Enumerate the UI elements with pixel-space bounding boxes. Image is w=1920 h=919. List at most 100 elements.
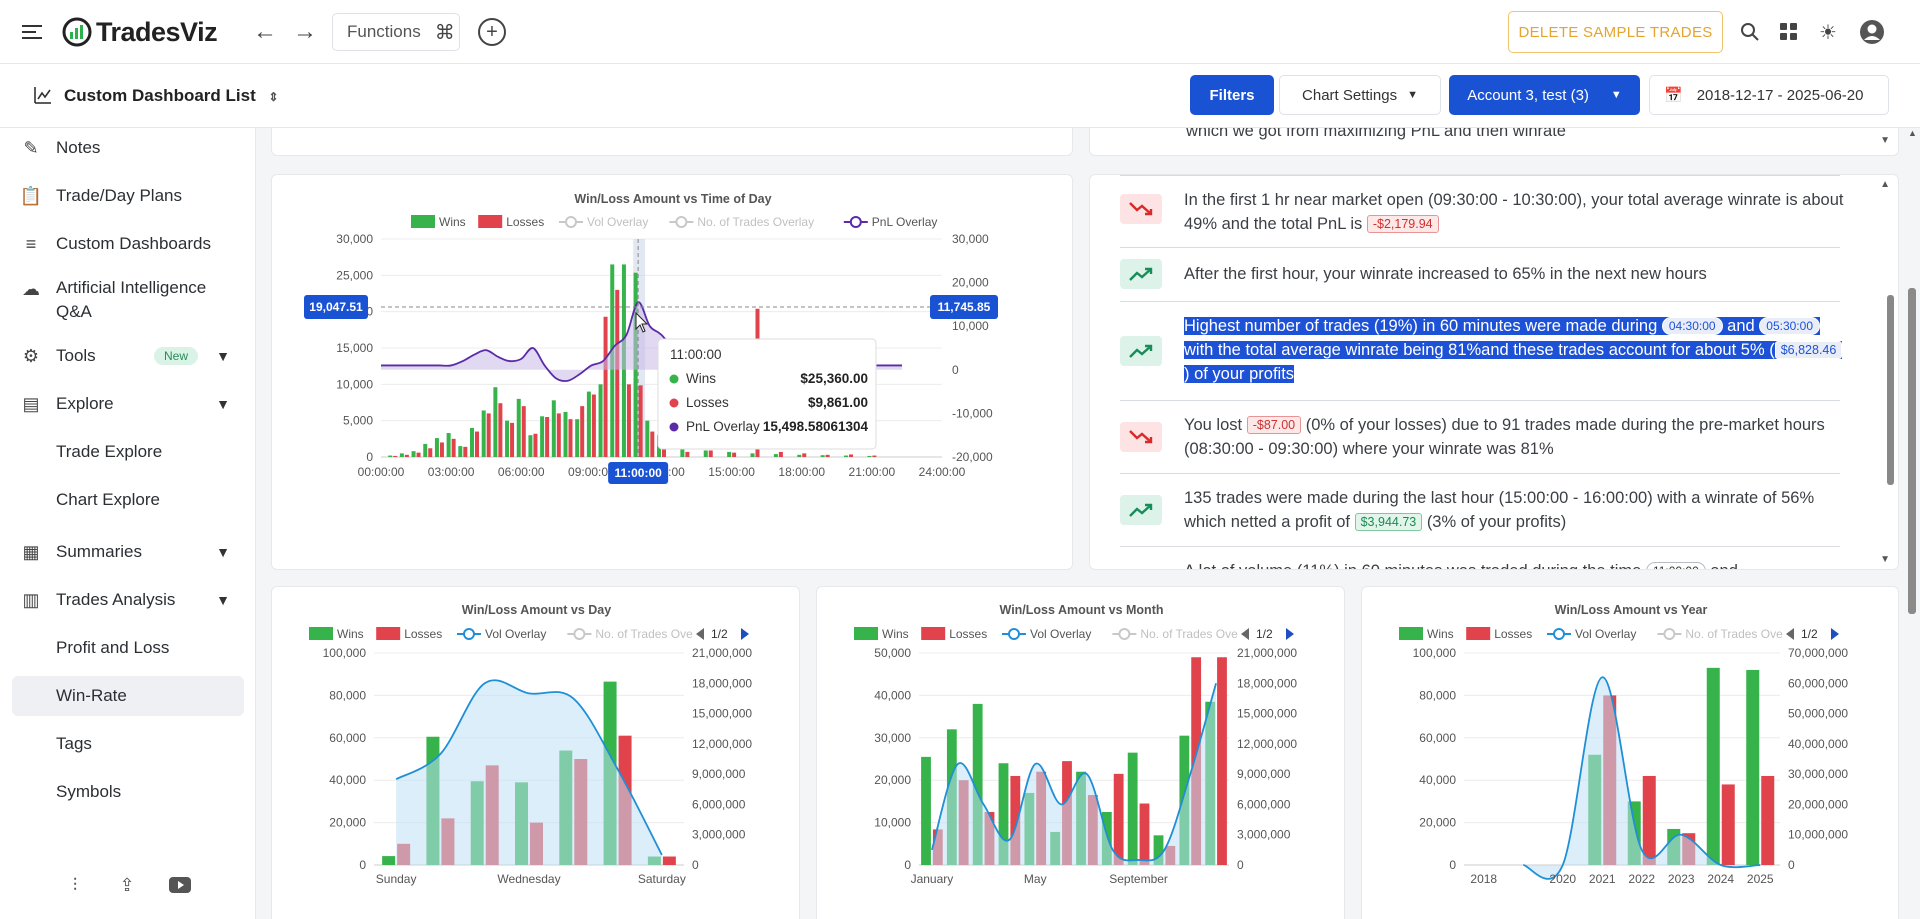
legend-next-arrow-icon — [1286, 628, 1294, 640]
profit-value-badge: $3,944.73 — [1354, 513, 1423, 531]
insights-scrollbar[interactable] — [1887, 295, 1894, 485]
trend-down-icon — [1120, 194, 1162, 224]
losses-bar — [556, 413, 561, 457]
legend-label: Vol Overlay — [485, 627, 546, 641]
trend-up-icon — [1120, 259, 1162, 289]
wins-bar — [516, 398, 521, 457]
user-avatar-icon[interactable] — [1858, 18, 1886, 46]
losses-bar — [521, 406, 526, 457]
delete-sample-trades-button[interactable]: DELETE SAMPLE TRADES — [1508, 11, 1723, 53]
y-right-tick-label: 50,000,000 — [1788, 707, 1848, 721]
sidebar-item-label: Trade Explore — [56, 442, 163, 461]
wins-bar — [563, 411, 568, 457]
account-selector[interactable]: Account 3, test (3) ▼ — [1449, 75, 1640, 115]
month-chart[interactable]: Win/Loss Amount vs Month Wins Losses Vol Ov… — [817, 587, 1345, 919]
x-tick-label: 2024 — [1707, 872, 1734, 886]
legend-swatch — [1466, 627, 1491, 640]
custom-dashboard-list-dropdown[interactable]: Custom Dashboard List ⇕ — [64, 86, 279, 106]
sidebar-item-trade-explore[interactable]: Trade Explore — [0, 432, 256, 472]
search-icon[interactable] — [1738, 20, 1762, 44]
chevron-down-icon: ▼ — [216, 348, 230, 364]
wins-bar — [481, 410, 486, 457]
theme-sun-icon[interactable]: ☀ — [1819, 21, 1837, 44]
losses-bar — [650, 431, 655, 457]
brain-icon: ☁ — [22, 278, 40, 299]
scroll-up-arrow-icon[interactable]: ▲ — [1880, 179, 1890, 190]
wins-bar — [703, 450, 708, 457]
y-right-tick-label: 21,000,000 — [692, 646, 752, 660]
forward-arrow-icon[interactable]: → — [293, 18, 317, 45]
scroll-down-arrow-icon[interactable]: ▼ — [1880, 554, 1890, 565]
sliders-icon[interactable]: ⫶ — [72, 874, 78, 895]
insight-text: You lost -$87.00 (0% of your losses) due… — [1184, 413, 1844, 461]
x-tick-label: 2023 — [1668, 872, 1695, 886]
legend-swatch — [921, 627, 946, 640]
chart-settings-button[interactable]: Chart Settings ▼ — [1279, 75, 1441, 115]
date-range-picker[interactable]: 📅 2018-12-17 - 2025-06-20 — [1649, 75, 1889, 115]
y-right-tick-label: 0 — [692, 858, 699, 872]
page-scrollbar-track[interactable]: ▲ — [1904, 128, 1920, 919]
wins-bar — [1706, 667, 1720, 865]
scroll-down-arrow-icon[interactable]: ▼ — [1880, 135, 1890, 146]
insight-row: 135 trades were made during the last hou… — [1120, 474, 1840, 547]
sidebar-item-explore[interactable]: ▤ Explore ▼ — [0, 384, 256, 424]
add-circle-icon[interactable]: + — [478, 18, 506, 46]
sidebar-item-chart-explore[interactable]: Chart Explore — [0, 480, 256, 520]
sidebar-item-label: Trade/Day Plans — [56, 186, 182, 205]
year-chart[interactable]: Win/Loss Amount vs Year Wins Losses Vol Ove… — [1362, 587, 1899, 919]
wins-bar — [434, 438, 439, 457]
wins-bar — [458, 446, 463, 457]
x-tick-label: 2021 — [1589, 872, 1616, 886]
sidebar-item-ai-qa[interactable]: ☁ Artificial Intelligence Q&A — [0, 272, 256, 328]
mouse-cursor-icon — [635, 311, 649, 333]
grid-apps-icon[interactable] — [1777, 20, 1801, 44]
functions-button[interactable]: Functions ⌘ — [332, 13, 460, 51]
losses-bar — [1721, 784, 1735, 865]
legend-marker — [463, 628, 475, 640]
sidebar-item-profit-and-loss[interactable]: Profit and Loss — [0, 628, 256, 668]
functions-label: Functions — [347, 22, 421, 41]
tooltip-value: $25,360.00 — [800, 371, 868, 386]
insight-row: Highest number of trades (19%) in 60 min… — [1120, 302, 1843, 401]
legend-prev-arrow-icon — [696, 628, 704, 640]
wins-bar — [645, 420, 650, 457]
sidebar-item-trade-day-plans[interactable]: 📋 Trade/Day Plans — [0, 176, 256, 216]
sidebar-item-notes[interactable]: ✎ Notes — [0, 128, 256, 168]
sidebar-item-win-rate[interactable]: Win-Rate — [12, 676, 244, 716]
scroll-up-arrow-icon[interactable]: ▲ — [1908, 128, 1917, 138]
sidebar-item-label: Win-Rate — [56, 686, 127, 705]
losses-bar — [428, 448, 433, 457]
sidebar-item-tools[interactable]: ⚙ Tools New ▼ — [0, 336, 256, 376]
page-scrollbar-thumb[interactable] — [1908, 288, 1916, 614]
day-chart[interactable]: Win/Loss Amount vs Day Wins Losses Vol Over… — [272, 587, 800, 919]
youtube-icon[interactable] — [168, 874, 192, 896]
app-logo[interactable]: TradesViz — [62, 14, 218, 50]
time-of-day-chart[interactable]: Win/Loss Amount vs Time of Day Wins Losses… — [272, 175, 1073, 570]
y-right-tick-label: 6,000,000 — [1237, 797, 1291, 811]
y-right-tick-label: 0 — [952, 363, 959, 377]
sidebar-item-symbols[interactable]: Symbols — [0, 772, 256, 812]
y-left-tick-label: 20,000 — [874, 773, 911, 787]
sidebar-item-custom-dashboards[interactable]: ≡ Custom Dashboards — [0, 224, 256, 264]
sidebar-item-summaries[interactable]: ▦ Summaries ▼ — [0, 532, 256, 572]
sidebar-item-tags[interactable]: Tags — [0, 724, 256, 764]
losses-bar — [732, 452, 737, 457]
legend-label: Losses — [506, 215, 544, 229]
legend-marker — [1553, 628, 1565, 640]
sidebar-item-trades-analysis[interactable]: ▥ Trades Analysis ▼ — [0, 580, 256, 620]
chart-settings-label: Chart Settings — [1302, 86, 1398, 104]
new-badge: New — [154, 347, 199, 365]
wins-bar — [575, 419, 580, 457]
legend-swatch — [309, 627, 333, 640]
filters-button[interactable]: Filters — [1190, 75, 1274, 115]
upload-icon[interactable]: ⇪ — [119, 874, 135, 895]
losses-bar — [1761, 775, 1775, 865]
legend-page-label: 1/2 — [1256, 627, 1273, 641]
insights-card: ▲ ▼ In the first 1 hr near market open (… — [1089, 174, 1899, 570]
insight-text-part: with the total average winrate being 81%… — [1184, 341, 1775, 359]
chevron-down-icon: ▼ — [216, 544, 230, 560]
back-arrow-icon[interactable]: ← — [253, 18, 277, 45]
chart-title: Win/Loss Amount vs Year — [1555, 603, 1708, 617]
x-tick-label: 2022 — [1628, 872, 1655, 886]
hamburger-menu-icon[interactable] — [20, 20, 44, 44]
